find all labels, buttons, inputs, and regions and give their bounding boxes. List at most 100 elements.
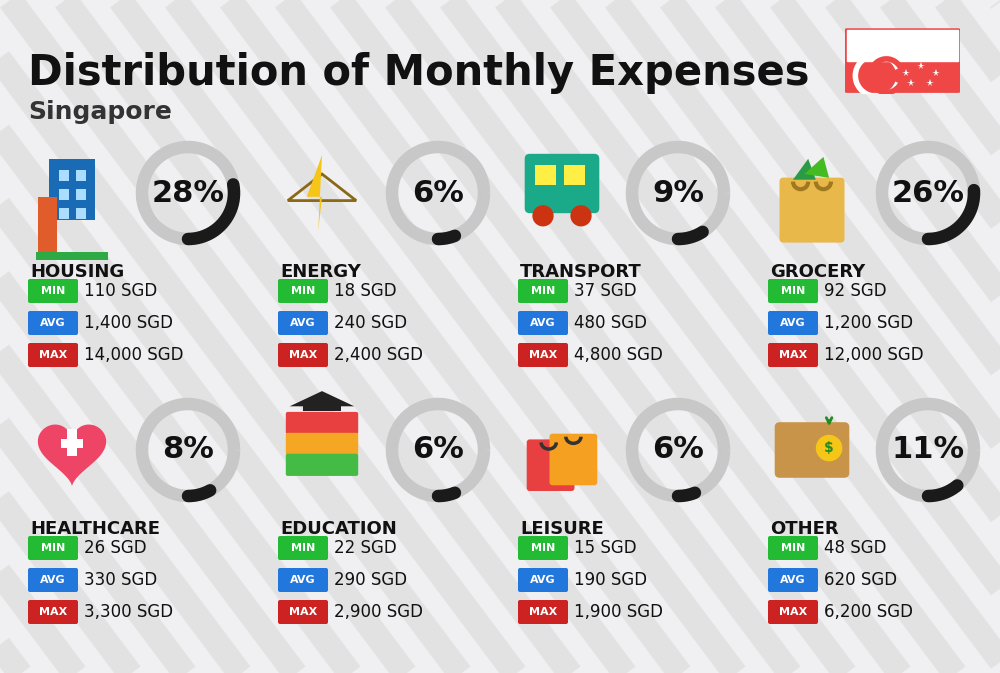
Bar: [76, 170, 86, 181]
Text: MIN: MIN: [781, 286, 805, 296]
Bar: [67, 429, 77, 456]
Text: ENERGY: ENERGY: [280, 263, 361, 281]
Text: OTHER: OTHER: [770, 520, 839, 538]
Bar: [76, 189, 86, 200]
Text: AVG: AVG: [780, 575, 806, 585]
Polygon shape: [290, 391, 354, 406]
FancyBboxPatch shape: [768, 600, 818, 624]
Text: Singapore: Singapore: [28, 100, 172, 124]
Text: AVG: AVG: [530, 318, 556, 328]
Text: 28%: 28%: [152, 178, 224, 207]
Text: 2,400 SGD: 2,400 SGD: [334, 346, 423, 364]
Text: MAX: MAX: [529, 350, 557, 360]
FancyBboxPatch shape: [278, 568, 328, 592]
Text: AVG: AVG: [290, 318, 316, 328]
FancyBboxPatch shape: [278, 600, 328, 624]
FancyBboxPatch shape: [286, 454, 358, 476]
Text: $: $: [824, 441, 834, 455]
Bar: [38, 197, 57, 254]
FancyBboxPatch shape: [768, 279, 818, 303]
Text: 2,900 SGD: 2,900 SGD: [334, 603, 423, 621]
Text: 8%: 8%: [162, 435, 214, 464]
FancyBboxPatch shape: [525, 154, 599, 213]
Text: 18 SGD: 18 SGD: [334, 282, 397, 300]
FancyBboxPatch shape: [844, 28, 961, 93]
Text: 6%: 6%: [412, 435, 464, 464]
Text: 12,000 SGD: 12,000 SGD: [824, 346, 924, 364]
Bar: [59, 208, 69, 219]
Polygon shape: [793, 159, 816, 180]
Text: 190 SGD: 190 SGD: [574, 571, 647, 589]
Text: AVG: AVG: [780, 318, 806, 328]
Text: MAX: MAX: [289, 607, 317, 617]
Text: 1,900 SGD: 1,900 SGD: [574, 603, 663, 621]
Bar: [59, 189, 69, 200]
Bar: [847, 30, 958, 61]
Text: MIN: MIN: [531, 543, 555, 553]
FancyBboxPatch shape: [278, 311, 328, 335]
FancyBboxPatch shape: [768, 536, 818, 560]
Text: 26 SGD: 26 SGD: [84, 539, 147, 557]
Bar: [564, 164, 585, 185]
FancyBboxPatch shape: [780, 178, 844, 242]
Text: 14,000 SGD: 14,000 SGD: [84, 346, 184, 364]
Polygon shape: [804, 157, 829, 178]
FancyBboxPatch shape: [768, 343, 818, 367]
FancyBboxPatch shape: [527, 439, 574, 491]
FancyBboxPatch shape: [28, 536, 78, 560]
FancyBboxPatch shape: [550, 433, 597, 485]
FancyBboxPatch shape: [775, 422, 849, 478]
Polygon shape: [307, 155, 322, 231]
Text: MIN: MIN: [41, 286, 65, 296]
Text: 3,300 SGD: 3,300 SGD: [84, 603, 173, 621]
Bar: [61, 439, 83, 448]
FancyBboxPatch shape: [518, 536, 568, 560]
Text: 6,200 SGD: 6,200 SGD: [824, 603, 913, 621]
Text: 620 SGD: 620 SGD: [824, 571, 897, 589]
Text: 240 SGD: 240 SGD: [334, 314, 407, 332]
Text: 11%: 11%: [891, 435, 965, 464]
FancyBboxPatch shape: [286, 433, 358, 455]
Text: 290 SGD: 290 SGD: [334, 571, 407, 589]
FancyBboxPatch shape: [278, 343, 328, 367]
Circle shape: [532, 205, 554, 226]
Text: AVG: AVG: [290, 575, 316, 585]
Text: MIN: MIN: [291, 286, 315, 296]
Text: LEISURE: LEISURE: [520, 520, 604, 538]
Text: 4,800 SGD: 4,800 SGD: [574, 346, 663, 364]
Bar: [535, 164, 556, 185]
Text: MAX: MAX: [289, 350, 317, 360]
Text: EDUCATION: EDUCATION: [280, 520, 397, 538]
FancyBboxPatch shape: [768, 311, 818, 335]
FancyBboxPatch shape: [28, 343, 78, 367]
FancyBboxPatch shape: [28, 568, 78, 592]
Text: MIN: MIN: [291, 543, 315, 553]
Text: HEALTHCARE: HEALTHCARE: [30, 520, 160, 538]
Bar: [76, 208, 86, 219]
FancyBboxPatch shape: [28, 600, 78, 624]
Bar: [36, 252, 108, 260]
Text: MAX: MAX: [39, 607, 67, 617]
Text: AVG: AVG: [530, 575, 556, 585]
Text: 6%: 6%: [412, 178, 464, 207]
Bar: [303, 404, 341, 411]
Text: AVG: AVG: [40, 318, 66, 328]
Text: 480 SGD: 480 SGD: [574, 314, 647, 332]
FancyBboxPatch shape: [518, 311, 568, 335]
FancyBboxPatch shape: [518, 600, 568, 624]
FancyBboxPatch shape: [28, 279, 78, 303]
Text: TRANSPORT: TRANSPORT: [520, 263, 642, 281]
Text: MAX: MAX: [529, 607, 557, 617]
Bar: [49, 159, 95, 219]
Text: MAX: MAX: [779, 607, 807, 617]
Text: 110 SGD: 110 SGD: [84, 282, 157, 300]
Circle shape: [816, 435, 842, 462]
FancyBboxPatch shape: [518, 568, 568, 592]
Text: MAX: MAX: [779, 350, 807, 360]
Text: 1,200 SGD: 1,200 SGD: [824, 314, 913, 332]
Text: MIN: MIN: [41, 543, 65, 553]
Text: 6%: 6%: [652, 435, 704, 464]
FancyBboxPatch shape: [768, 568, 818, 592]
Polygon shape: [38, 425, 106, 487]
Text: 1,400 SGD: 1,400 SGD: [84, 314, 173, 332]
